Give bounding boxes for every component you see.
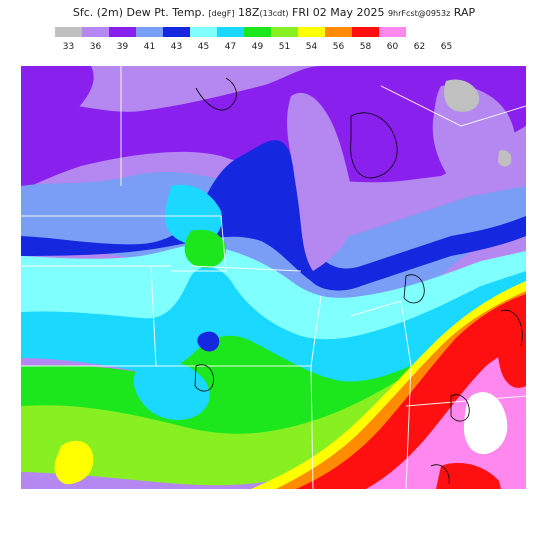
state-boundaries <box>21 66 526 489</box>
legend-label: 62 <box>413 42 426 52</box>
contour-lines <box>194 77 523 485</box>
legend-swatch <box>325 27 352 37</box>
legend-label: 43 <box>170 42 183 52</box>
legend-label: 41 <box>143 42 156 52</box>
legend-swatch <box>109 27 136 37</box>
title-model: RAP <box>453 6 476 19</box>
title-run: 9hrFcst@0953z <box>387 9 451 18</box>
legend-swatch <box>217 27 244 37</box>
region-purple-nw <box>21 66 94 176</box>
region-red-east <box>496 313 526 388</box>
title-main: Sfc. (2m) Dew Pt. Temp. <box>72 6 206 19</box>
map-title: Sfc. (2m) Dew Pt. Temp. [degF] 18Z(13cdt… <box>0 6 548 19</box>
region-cyan-north <box>164 184 222 245</box>
region-red <box>296 294 526 489</box>
legend-swatch <box>136 27 163 37</box>
legend-label: 65 <box>440 42 453 52</box>
legend-swatch <box>55 27 82 37</box>
legend-label: 51 <box>278 42 291 52</box>
legend-label: 54 <box>305 42 318 52</box>
region-white-se <box>463 392 508 455</box>
region-blue <box>21 140 526 291</box>
legend-label: 58 <box>359 42 372 52</box>
region-blue-dot <box>197 331 220 352</box>
legend-swatch <box>244 27 271 37</box>
region-red-south <box>436 462 501 489</box>
legend-swatch <box>82 27 109 37</box>
legend-swatch <box>298 27 325 37</box>
legend-label: 45 <box>197 42 210 52</box>
legend-label: 36 <box>89 42 102 52</box>
legend-swatch <box>163 27 190 37</box>
legend-label: 60 <box>386 42 399 52</box>
title-time: 18Z <box>237 6 260 19</box>
legend-swatch <box>190 27 217 37</box>
legend-label: 33 <box>62 42 75 52</box>
title-date: FRI 02 May 2025 <box>292 6 385 19</box>
region-green-north <box>184 229 226 268</box>
lake-huron <box>432 85 517 196</box>
title-local: (13cdt) <box>259 9 289 18</box>
region-yellow-sw <box>54 440 94 485</box>
title-unit: [degF] <box>208 9 235 18</box>
region-purple <box>21 66 526 191</box>
gray-patch-e <box>498 150 512 167</box>
region-cyan-center <box>133 360 210 421</box>
region-lime <box>21 301 526 486</box>
lake-huron-gray <box>444 79 480 112</box>
legend-label: 47 <box>224 42 237 52</box>
legend-label: 56 <box>332 42 345 52</box>
legend-swatch <box>379 27 406 37</box>
legend-swatch <box>352 27 379 37</box>
legend-label: 39 <box>116 42 129 52</box>
legend-swatch <box>271 27 298 37</box>
legend-label: 49 <box>251 42 264 52</box>
dewpoint-map <box>21 66 526 489</box>
lake-michigan <box>287 92 354 271</box>
